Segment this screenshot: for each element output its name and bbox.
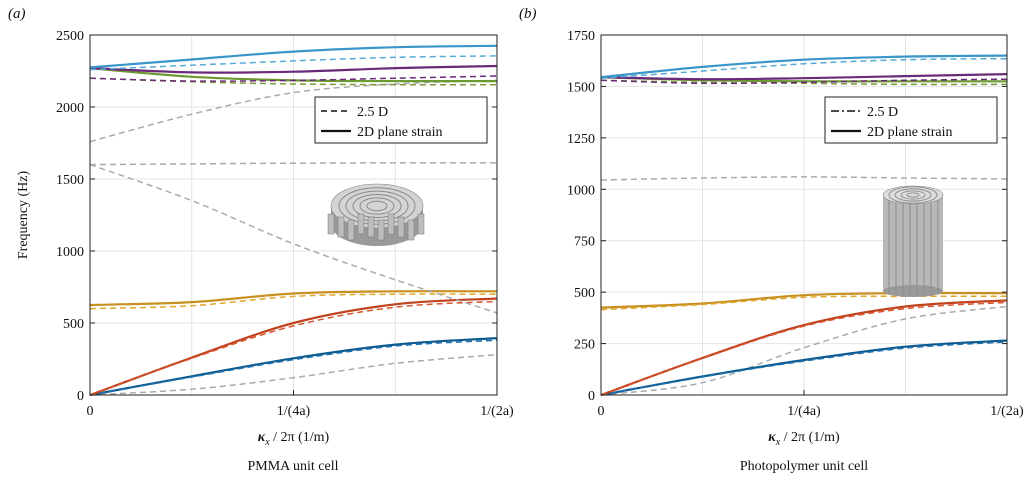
series-line-11: [600, 73, 1008, 81]
series-line-12: [600, 57, 1008, 79]
legend-box: [314, 96, 488, 144]
x-tick-label: 1/(2a): [480, 404, 514, 419]
y-tick-label: 1000: [56, 245, 84, 260]
series-line-4: [89, 300, 498, 396]
y-tick-label: 1750: [567, 29, 595, 44]
y-tick-label: 2000: [56, 101, 84, 116]
panel-label: (b): [519, 6, 537, 22]
legend-box: [824, 96, 998, 144]
inset-disk-ring-3: [359, 197, 395, 215]
x-tick-label: 0: [598, 404, 605, 419]
series-line-2: [89, 339, 498, 396]
y-tick-label: 1250: [567, 132, 595, 147]
y-tick-label: 1500: [567, 80, 595, 95]
x-axis-label-kappa: κ: [768, 430, 776, 445]
inset-cyl-ring-3: [906, 192, 920, 198]
legend-label-0: 2.5 D: [357, 105, 388, 120]
x-tick-label: 1/(2a): [990, 404, 1024, 419]
y-tick-label: 500: [63, 317, 84, 332]
panel-caption: Photopolymer unit cell: [740, 459, 868, 474]
inset-disk-fin-9: [417, 213, 425, 235]
inset-cyl-top: [882, 185, 944, 205]
y-tick-label: 0: [77, 389, 84, 404]
x-axis-label-kappa: κ: [258, 430, 266, 445]
inset-cyl-body: [883, 195, 943, 291]
inset-cyl-ring-2: [900, 190, 926, 200]
legend: 2.5 D 2D plane strain: [314, 96, 488, 144]
inset-disk-ring-2: [352, 193, 402, 219]
inset-disk-ring-1: [345, 190, 409, 222]
y-tick-label: 250: [574, 338, 595, 353]
series-line-14: [89, 55, 498, 71]
legend-label-0: 2.5 D: [867, 105, 898, 120]
series-line-6: [89, 293, 498, 310]
series-line-2: [600, 341, 1008, 396]
legend-label-1: 2D plane strain: [867, 125, 953, 140]
x-axis-label: κx / 2π (1/m): [258, 430, 330, 448]
x-axis-label-rest: / 2π (1/m): [270, 430, 330, 445]
series-line-13: [89, 64, 498, 74]
inset-disk-fin-0: [327, 213, 335, 235]
y-tick-label: 1500: [56, 173, 84, 188]
x-axis-label-rest: / 2π (1/m): [780, 430, 840, 445]
series-group: [600, 54, 1008, 397]
panel-b: 0 250 500 750 1000 1250 1500 1750 0 1/(4a) 1/(2a) κ…: [519, 6, 1024, 474]
inset-disk-fin-6: [387, 213, 395, 235]
x-tick-label: 1/(4a): [787, 404, 821, 419]
x-axis-label: κx / 2π (1/m): [768, 430, 840, 448]
x-axis-label-sub: x: [775, 437, 781, 448]
series-line-12: [89, 75, 498, 82]
panel-caption: PMMA unit cell: [247, 459, 338, 474]
series-line-15: [89, 44, 498, 69]
inset-disk-ring-0: [338, 187, 416, 225]
inset-cyl-bottom: [883, 285, 943, 297]
series-line-10: [89, 77, 498, 86]
series-line-1: [600, 339, 1008, 397]
series-line-7: [89, 163, 498, 314]
series-line-0: [89, 353, 498, 396]
series-line-10: [600, 78, 1008, 85]
series-line-8: [600, 79, 1008, 86]
x-axis-label-sub: x: [264, 437, 270, 448]
x-tick-label: 1/(4a): [277, 404, 311, 419]
series-line-1: [89, 337, 498, 397]
y-tick-label: 500: [574, 286, 595, 301]
legend-label-1: 2D plane strain: [357, 125, 443, 140]
x-tick-label: 0: [87, 404, 94, 419]
inset-spiral-cylinder: [882, 185, 944, 297]
y-axis-label: Frequency (Hz): [16, 171, 31, 260]
legend: 2.5 D 2D plane strain: [824, 96, 998, 144]
panel-a: 0 500 1000 1500 2000 2500 0 1/(4a) 1/(2a) κx / 2π…: [8, 6, 514, 474]
inset-disk-fin-4: [367, 216, 375, 238]
series-line-13: [600, 54, 1008, 79]
y-tick-label: 750: [574, 235, 595, 250]
series-line-6: [600, 295, 1008, 311]
y-tick-label: 1000: [567, 183, 595, 198]
series-line-8: [89, 162, 498, 166]
inset-spiral-disk: [327, 183, 425, 246]
panel-label: (a): [8, 6, 26, 22]
series-group: [89, 44, 498, 397]
grid: [601, 34, 1007, 396]
y-tick-label: 0: [588, 389, 595, 404]
inset-disk-fin-7: [397, 216, 405, 238]
inset-cyl-ring-1: [894, 188, 932, 202]
inset-cyl-ring-0: [888, 186, 938, 204]
series-line-9: [89, 79, 498, 143]
inset-disk-fin-1: [337, 216, 345, 238]
inset-disk-fin-8: [407, 219, 415, 241]
inset-disk-fin-3: [357, 213, 365, 235]
series-line-4: [600, 301, 1008, 396]
inset-disk-fin-2: [347, 219, 355, 241]
inset-disk-fin-5: [377, 219, 385, 241]
series-line-7: [600, 176, 1008, 181]
inset-disk-ring-4: [366, 200, 388, 212]
y-tick-label: 2500: [56, 29, 84, 44]
